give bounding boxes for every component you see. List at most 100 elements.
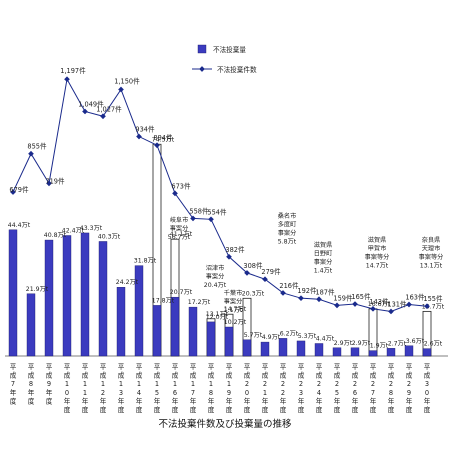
bar xyxy=(116,287,126,357)
bar xyxy=(422,348,432,357)
count-label: 163件 xyxy=(405,292,425,301)
annotation-text: 桑名市 xyxy=(278,212,297,220)
x-tick-char: 度 xyxy=(208,405,215,414)
bar xyxy=(206,321,216,357)
bar-label: 20.7万t xyxy=(170,289,193,296)
x-tick-char: 1 xyxy=(83,389,87,397)
bar xyxy=(260,341,270,357)
x-tick-char: 成 xyxy=(46,371,53,380)
bar-label: 2.9万t xyxy=(352,340,371,347)
x-tick-char: 年 xyxy=(136,396,143,405)
bar-special-label: 13.1万t xyxy=(206,311,229,318)
x-tick-char: 平 xyxy=(190,363,197,371)
x-tick-char: 度 xyxy=(64,405,71,414)
bar-label: 43.3万t xyxy=(80,225,103,232)
x-tick-char: 平 xyxy=(352,363,359,371)
x-tick-char: 0 xyxy=(425,389,429,397)
count-label: 155件 xyxy=(423,294,443,303)
x-tick-char: 3 xyxy=(425,380,429,388)
bar xyxy=(278,338,288,357)
x-tick-char: 1 xyxy=(119,380,123,388)
annotation-text: 天理市 xyxy=(422,245,441,253)
x-tick-char: 2 xyxy=(371,380,375,388)
count-point xyxy=(388,308,394,315)
x-tick-char: 平 xyxy=(280,363,287,371)
bar-special-label: 20.3万t xyxy=(242,290,265,297)
x-tick-char: 度 xyxy=(388,405,395,414)
count-point xyxy=(28,150,34,157)
x-tick-char: 度 xyxy=(46,396,53,405)
x-tick-char: 5 xyxy=(155,389,159,397)
legend-label-count: 不法投棄件数 xyxy=(217,65,257,74)
bar xyxy=(80,232,90,357)
annotation-text: 56.7万t xyxy=(168,234,191,241)
x-tick-char: 年 xyxy=(154,396,161,405)
x-tick-char: 6 xyxy=(353,389,357,397)
x-tick-char: 度 xyxy=(406,405,413,414)
x-tick-char: 平 xyxy=(64,363,71,371)
x-tick-char: 年 xyxy=(10,388,17,397)
x-tick-char: 2 xyxy=(353,380,357,388)
x-tick-char: 平 xyxy=(208,363,215,371)
x-tick-char: 年 xyxy=(190,396,197,405)
x-tick-char: 成 xyxy=(262,371,269,380)
x-tick-char: 度 xyxy=(10,396,17,405)
count-label: 216件 xyxy=(279,281,299,290)
bar xyxy=(26,293,36,357)
count-point xyxy=(424,303,430,310)
count-label: 558件 xyxy=(189,206,209,215)
annotation-text: 事案分 xyxy=(314,258,333,266)
x-tick-char: 9 xyxy=(47,380,51,388)
annotation-text: 千葉市 xyxy=(224,289,243,297)
x-tick-char: 平 xyxy=(244,363,251,371)
count-point xyxy=(82,108,88,115)
annotation-text: 事案分 xyxy=(224,298,243,306)
bar-label: 21.9万t xyxy=(26,286,49,293)
x-tick-char: 2 xyxy=(389,380,393,388)
x-tick-char: 成 xyxy=(388,371,395,380)
x-tick-char: 成 xyxy=(316,371,323,380)
bar-special-label: 16.6万t xyxy=(368,301,391,308)
x-tick-char: 成 xyxy=(64,371,71,380)
x-tick-char: 年 xyxy=(334,396,341,405)
x-tick-char: 度 xyxy=(316,405,323,414)
x-tick-char: 成 xyxy=(190,371,197,380)
x-tick-char: 7 xyxy=(371,389,375,397)
x-tick-char: 1 xyxy=(173,380,177,388)
x-tick-char: 度 xyxy=(298,405,305,414)
count-point xyxy=(316,296,322,303)
x-tick-char: 度 xyxy=(28,396,35,405)
count-label: 279件 xyxy=(261,267,281,276)
x-tick-char: 7 xyxy=(191,389,195,397)
x-tick-char: 平 xyxy=(424,363,431,371)
annotation-text: 事案分 xyxy=(206,273,225,281)
x-tick-char: 度 xyxy=(424,405,431,414)
bar xyxy=(296,340,306,357)
legend-label-volume: 不法投棄量 xyxy=(213,45,246,54)
x-tick-char: 1 xyxy=(137,380,141,388)
count-point xyxy=(208,216,214,223)
bar-label: 2.9万t xyxy=(334,340,353,347)
bar xyxy=(152,305,162,357)
x-tick-char: 2 xyxy=(281,380,285,388)
x-tick-char: 度 xyxy=(154,405,161,414)
annotation-text: 14.7万t xyxy=(366,263,389,270)
count-line xyxy=(12,77,428,312)
bar xyxy=(134,265,144,357)
x-tick-char: 平 xyxy=(316,363,323,371)
bar-label: 5.3万t xyxy=(298,333,317,340)
count-label: 719件 xyxy=(45,176,65,185)
count-point xyxy=(298,295,304,301)
x-tick-char: 年 xyxy=(352,396,359,405)
x-tick-char: 平 xyxy=(10,363,17,371)
count-label: 308件 xyxy=(243,261,263,270)
bar-label: 2.7万t xyxy=(388,340,407,347)
annotation-text: 13.1万t xyxy=(420,263,443,270)
x-tick-char: 平 xyxy=(28,363,35,371)
x-tick-char: 年 xyxy=(262,396,269,405)
x-tick-char: 度 xyxy=(334,405,341,414)
bar-label: 31.8万t xyxy=(134,258,157,265)
count-point xyxy=(136,133,142,140)
x-tick-char: 平 xyxy=(118,363,125,371)
